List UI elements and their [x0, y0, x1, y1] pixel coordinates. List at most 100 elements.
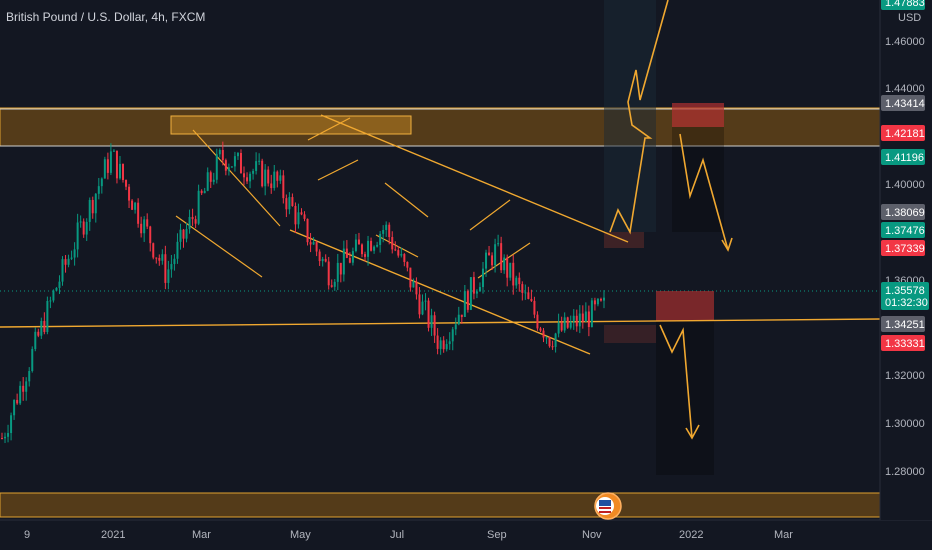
- candle-body: [10, 415, 13, 434]
- price-tag: 1.34251: [881, 316, 925, 332]
- candle-body: [300, 212, 303, 215]
- short-target-box-upper[interactable]: [672, 127, 724, 232]
- candle-body: [285, 198, 288, 210]
- candle-body: [67, 258, 70, 265]
- candlestick-series: [1, 141, 605, 444]
- candle-body: [239, 152, 242, 174]
- candle-body: [112, 150, 115, 152]
- candle-body: [436, 335, 439, 349]
- candle-body: [61, 259, 64, 282]
- candle-body: [421, 301, 424, 315]
- candle-body: [533, 300, 536, 315]
- price-tag: 1.37476: [881, 222, 925, 238]
- candle-body: [85, 221, 88, 235]
- candle-body: [40, 320, 43, 336]
- short-entry-box-lower[interactable]: [656, 291, 714, 321]
- price-unit-label: USD: [898, 12, 921, 24]
- candle-body: [28, 371, 31, 382]
- candle-body: [52, 290, 55, 301]
- channel-lower-line[interactable]: [289, 229, 591, 355]
- bearish-projection-upper[interactable]: [679, 133, 729, 251]
- candle-body: [351, 251, 354, 263]
- candle-body: [1, 438, 3, 440]
- candle-body: [243, 173, 246, 178]
- candle-body: [73, 249, 76, 258]
- candle-body: [506, 257, 509, 278]
- candle-body: [203, 190, 206, 194]
- small-red-box-2[interactable]: [604, 325, 656, 343]
- candle-body: [469, 277, 472, 310]
- supply-zone[interactable]: [0, 107, 881, 147]
- candle-body: [176, 241, 179, 259]
- candle-body: [43, 320, 46, 333]
- candle-body: [309, 242, 312, 245]
- candle-body: [122, 163, 125, 180]
- flag-line-3[interactable]: [307, 117, 351, 141]
- candle-body: [391, 237, 394, 250]
- candle-body: [497, 243, 500, 245]
- flag-line-7[interactable]: [469, 199, 511, 231]
- price-tag: 1.47883: [881, 0, 925, 10]
- channel-upper-line[interactable]: [320, 114, 629, 243]
- demand-zone[interactable]: [0, 492, 881, 518]
- support-trendline[interactable]: [0, 318, 881, 328]
- time-tick: 2022: [679, 529, 703, 541]
- bearish-projection-lower[interactable]: [659, 324, 693, 439]
- flag-line-4[interactable]: [317, 159, 359, 181]
- candle-body: [339, 262, 342, 275]
- candle-body: [31, 349, 34, 372]
- candle-body: [191, 216, 194, 220]
- candle-body: [460, 314, 463, 317]
- candle-body: [7, 433, 10, 437]
- candle-body: [94, 193, 97, 214]
- candle-body: [46, 300, 49, 333]
- candle-body: [530, 298, 533, 301]
- candle-body: [224, 160, 227, 171]
- candle-body: [185, 228, 188, 239]
- candle-body: [463, 291, 466, 317]
- candle-body: [515, 277, 518, 286]
- candle-body: [188, 216, 191, 229]
- candle-body: [548, 337, 551, 347]
- price-tag-text: 1.42181: [885, 128, 925, 140]
- candle-body: [578, 313, 581, 327]
- flag-line-6[interactable]: [375, 234, 419, 258]
- candle-body: [412, 281, 415, 288]
- event-logo-icon[interactable]: [593, 491, 623, 521]
- price-tag: 1.43414: [881, 95, 925, 111]
- short-entry-box-upper[interactable]: [672, 103, 724, 127]
- short-target-box-lower[interactable]: [656, 321, 714, 475]
- candle-body: [103, 159, 106, 179]
- candle-body: [109, 151, 112, 173]
- candle-body: [25, 381, 28, 392]
- flag-line-1[interactable]: [192, 129, 281, 227]
- supply-zone-inner[interactable]: [170, 115, 412, 135]
- candle-body: [209, 172, 212, 182]
- flag-line-5[interactable]: [384, 182, 429, 218]
- candle-body: [64, 259, 67, 265]
- bullish-projection-path[interactable]: [609, 0, 669, 235]
- candle-body: [360, 244, 363, 255]
- time-tick: 2021: [101, 529, 125, 541]
- candle-body: [542, 330, 545, 338]
- candle-body: [173, 258, 176, 265]
- candle-body: [146, 219, 149, 227]
- candle-body: [367, 240, 370, 257]
- candle-body: [88, 199, 91, 222]
- candle-body: [364, 254, 367, 257]
- candle-body: [494, 244, 497, 266]
- candle-body: [143, 219, 146, 234]
- candle-body: [79, 221, 82, 223]
- candle-body: [246, 177, 249, 182]
- price-axis-bg[interactable]: [880, 0, 932, 520]
- candle-body: [357, 239, 360, 245]
- candle-body: [481, 268, 484, 288]
- candle-body: [106, 159, 109, 173]
- candle-body: [590, 300, 593, 327]
- candle-body: [348, 257, 351, 263]
- candle-body: [560, 322, 563, 331]
- time-tick: Jul: [390, 529, 404, 541]
- candle-body: [149, 226, 152, 244]
- candle-body: [55, 287, 58, 291]
